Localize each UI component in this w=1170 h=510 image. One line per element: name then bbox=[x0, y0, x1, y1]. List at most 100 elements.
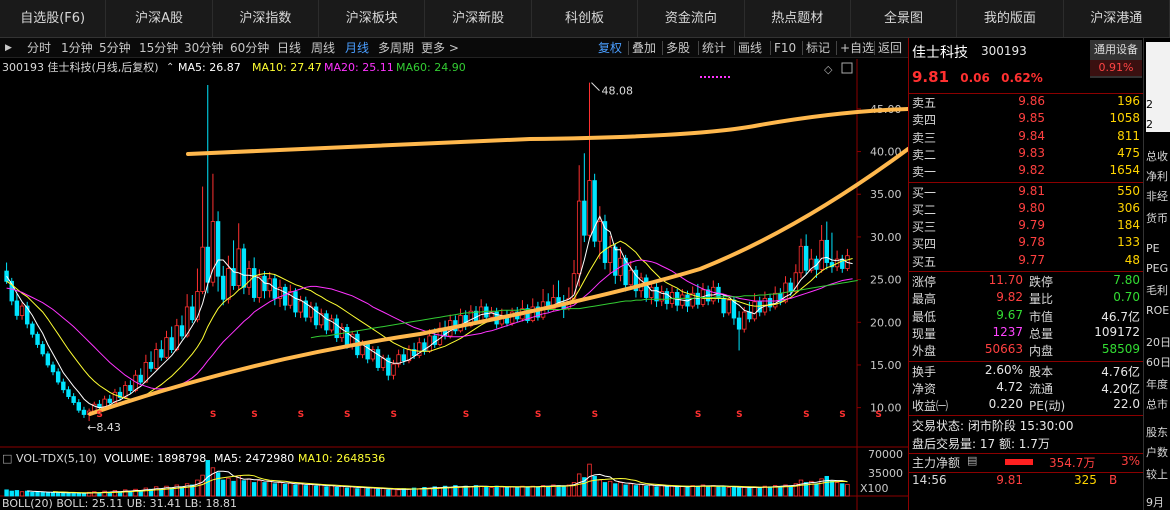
volume-bar[interactable] bbox=[324, 486, 329, 497]
volume-bar[interactable] bbox=[700, 484, 706, 497]
volume-bar[interactable] bbox=[92, 491, 97, 497]
volume-bar[interactable] bbox=[664, 486, 670, 497]
candle[interactable] bbox=[153, 342, 159, 371]
volume-bar[interactable] bbox=[669, 485, 675, 497]
candle[interactable] bbox=[417, 337, 422, 359]
candle[interactable] bbox=[298, 295, 303, 319]
volume-bar[interactable] bbox=[711, 485, 716, 497]
dividend-marker[interactable]: S bbox=[210, 410, 216, 420]
volume-bar[interactable] bbox=[19, 491, 25, 497]
candle[interactable] bbox=[540, 289, 546, 320]
candle[interactable] bbox=[597, 206, 603, 260]
dividend-marker[interactable]: S bbox=[96, 410, 102, 420]
volume-bar[interactable] bbox=[102, 490, 107, 497]
candle[interactable] bbox=[231, 240, 236, 290]
volume-bar[interactable] bbox=[190, 484, 195, 497]
volume-bar[interactable] bbox=[809, 480, 814, 497]
candle[interactable] bbox=[66, 386, 71, 400]
bid-row[interactable]: 买五 9.77 48 bbox=[909, 253, 1143, 270]
volume-bar[interactable] bbox=[649, 484, 654, 497]
candle[interactable] bbox=[308, 301, 314, 323]
volume-bar[interactable] bbox=[540, 485, 546, 497]
volume-bar[interactable] bbox=[442, 485, 448, 497]
volume-bar[interactable] bbox=[71, 493, 76, 497]
candle[interactable] bbox=[117, 387, 123, 400]
volume-bar[interactable] bbox=[231, 480, 236, 497]
tool-button-6[interactable]: 标记 bbox=[806, 41, 831, 55]
candle[interactable] bbox=[190, 294, 195, 324]
volume-bar[interactable] bbox=[123, 489, 128, 497]
volume-bar[interactable] bbox=[654, 486, 659, 497]
candle[interactable] bbox=[375, 346, 381, 371]
volume-bar[interactable] bbox=[55, 492, 61, 497]
candle[interactable] bbox=[272, 274, 278, 306]
candle[interactable] bbox=[159, 340, 164, 361]
volume-bar[interactable] bbox=[840, 483, 845, 497]
candle[interactable] bbox=[772, 286, 778, 310]
volume-bar[interactable] bbox=[35, 491, 40, 497]
period-tab-1[interactable]: 1分钟 bbox=[61, 41, 93, 55]
volume-bar[interactable] bbox=[164, 485, 169, 497]
volume-bar[interactable] bbox=[685, 486, 690, 497]
volume-bar[interactable] bbox=[50, 491, 56, 497]
volume-bar[interactable] bbox=[680, 485, 685, 497]
dividend-marker[interactable]: S bbox=[535, 410, 541, 420]
candle[interactable] bbox=[386, 354, 391, 381]
vol-indicator-name[interactable]: VOL-TDX(5,10) bbox=[16, 452, 97, 465]
volume-bar[interactable] bbox=[174, 484, 180, 497]
candle[interactable] bbox=[282, 283, 288, 311]
volume-bar[interactable] bbox=[520, 485, 525, 497]
candle[interactable] bbox=[319, 308, 324, 329]
play-icon[interactable]: ▶ bbox=[5, 43, 12, 53]
volume-bar[interactable] bbox=[705, 485, 711, 497]
volume-bar[interactable] bbox=[814, 483, 819, 497]
volume-bar[interactable] bbox=[783, 484, 788, 497]
volume-bar[interactable] bbox=[417, 488, 422, 497]
volume-bar[interactable] bbox=[509, 486, 515, 497]
nav-tab-1[interactable]: 沪深A股 bbox=[106, 0, 213, 37]
ask-row[interactable]: 卖一 9.82 1654 bbox=[909, 163, 1143, 180]
volume-bar[interactable] bbox=[81, 493, 87, 497]
candle[interactable] bbox=[422, 338, 427, 355]
candle[interactable] bbox=[644, 274, 649, 302]
candle[interactable] bbox=[700, 283, 706, 307]
candle[interactable] bbox=[840, 254, 845, 273]
candle[interactable] bbox=[40, 341, 45, 357]
period-tab-2[interactable]: 5分钟 bbox=[99, 41, 131, 55]
candle[interactable] bbox=[726, 294, 731, 316]
tool-button-5[interactable]: F10 bbox=[774, 41, 797, 55]
volume-bar[interactable] bbox=[14, 490, 20, 497]
ask-row[interactable]: 卖五 9.86 196 bbox=[909, 94, 1143, 111]
volume-bar[interactable] bbox=[66, 492, 71, 497]
volume-bar[interactable] bbox=[690, 485, 695, 497]
candle[interactable] bbox=[138, 368, 143, 385]
volume-bar[interactable] bbox=[747, 487, 752, 497]
volume-bar[interactable] bbox=[293, 484, 298, 497]
candle[interactable] bbox=[221, 265, 226, 306]
volume-bar[interactable] bbox=[241, 480, 247, 497]
candle[interactable] bbox=[592, 173, 597, 248]
volume-bar[interactable] bbox=[623, 484, 628, 497]
diamond-icon[interactable]: ◇ bbox=[824, 63, 833, 76]
volume-bar[interactable] bbox=[468, 486, 474, 497]
volume-bar[interactable] bbox=[535, 486, 541, 497]
ask-row[interactable]: 卖三 9.84 811 bbox=[909, 129, 1143, 146]
candle[interactable] bbox=[169, 326, 174, 354]
period-tab-8[interactable]: 月线 bbox=[345, 41, 370, 55]
volume-bar[interactable] bbox=[582, 477, 587, 497]
volume-bar[interactable] bbox=[613, 483, 618, 497]
volume-bar[interactable] bbox=[659, 485, 664, 497]
candle[interactable] bbox=[324, 310, 329, 335]
tool-button-8[interactable]: 返回 bbox=[878, 41, 903, 55]
volume-bar[interactable] bbox=[674, 487, 680, 497]
volume-bar[interactable] bbox=[221, 479, 226, 497]
volume-bar[interactable] bbox=[731, 486, 737, 497]
volume-bar[interactable] bbox=[370, 487, 376, 497]
volume-bar[interactable] bbox=[4, 489, 9, 497]
volume-bar[interactable] bbox=[355, 488, 360, 497]
candle[interactable] bbox=[25, 301, 30, 329]
candle[interactable] bbox=[313, 302, 319, 330]
volume-bar[interactable] bbox=[602, 482, 608, 497]
candle[interactable] bbox=[633, 265, 639, 298]
candle[interactable] bbox=[262, 271, 267, 299]
